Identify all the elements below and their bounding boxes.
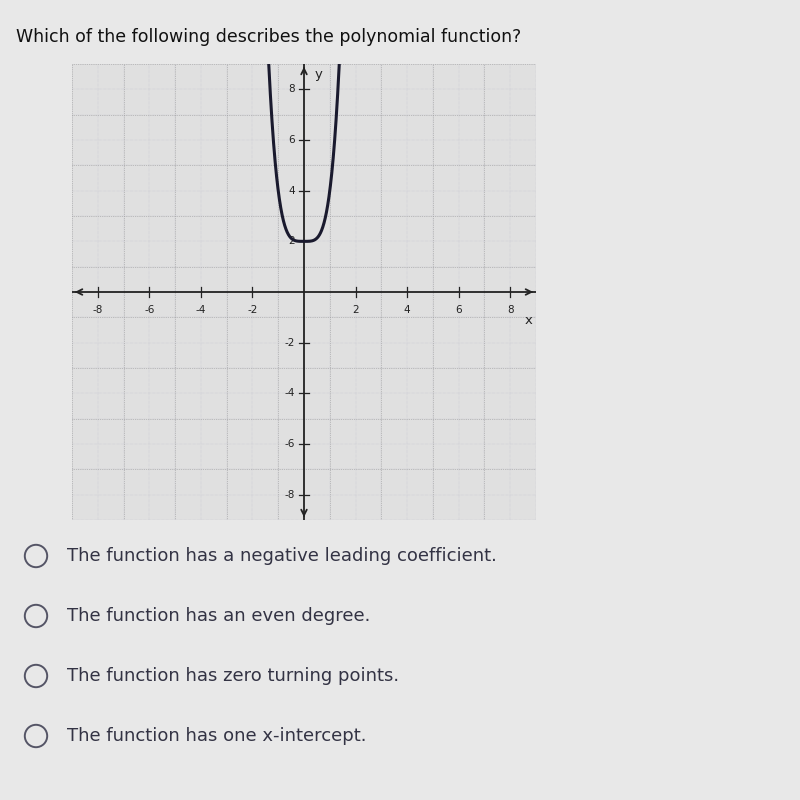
Text: 6: 6: [288, 135, 295, 145]
Text: 8: 8: [288, 84, 295, 94]
Text: -6: -6: [144, 305, 154, 314]
Text: 8: 8: [507, 305, 514, 314]
Text: The function has zero turning points.: The function has zero turning points.: [67, 667, 399, 685]
Text: -4: -4: [196, 305, 206, 314]
Text: 4: 4: [288, 186, 295, 196]
Text: -6: -6: [285, 439, 295, 449]
Text: 2: 2: [288, 236, 295, 246]
Text: -4: -4: [285, 388, 295, 398]
Text: -2: -2: [247, 305, 258, 314]
Text: -8: -8: [93, 305, 103, 314]
Text: Which of the following describes the polynomial function?: Which of the following describes the pol…: [16, 28, 522, 46]
Text: x: x: [524, 314, 532, 326]
Text: -8: -8: [285, 490, 295, 500]
Text: The function has a negative leading coefficient.: The function has a negative leading coef…: [67, 547, 497, 565]
Text: 6: 6: [455, 305, 462, 314]
Text: The function has an even degree.: The function has an even degree.: [67, 607, 370, 625]
Text: The function has one x-intercept.: The function has one x-intercept.: [67, 727, 366, 745]
Text: 2: 2: [352, 305, 359, 314]
Text: -2: -2: [285, 338, 295, 348]
Text: y: y: [314, 68, 322, 81]
Text: 4: 4: [404, 305, 410, 314]
